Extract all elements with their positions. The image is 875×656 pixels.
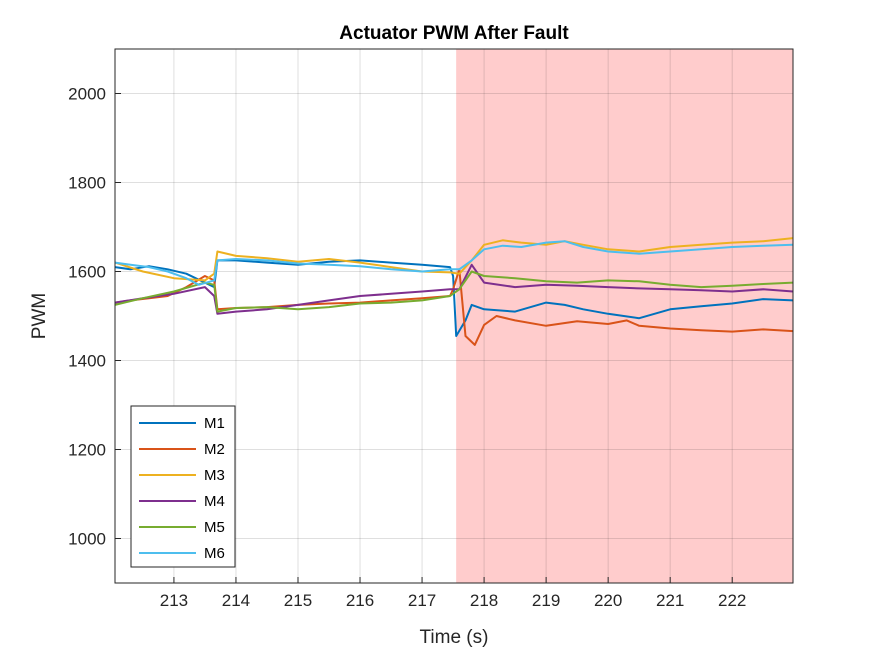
series-line-m3 — [114, 237, 794, 282]
y-tick-label: 1600 — [68, 263, 106, 282]
x-tick-label: 213 — [160, 591, 188, 610]
legend-label-m5: M5 — [204, 519, 225, 536]
x-tick-label: 221 — [656, 591, 684, 610]
legend-label-m2: M2 — [204, 441, 225, 458]
legend: M1 M2 M3 M4 M5 M6 — [130, 405, 236, 568]
y-tick-label: 2000 — [68, 85, 106, 104]
x-tick-label: 214 — [222, 591, 250, 610]
y-tick-label: 1400 — [68, 352, 106, 371]
x-tick-label: 222 — [718, 591, 746, 610]
grid — [115, 49, 793, 583]
legend-box — [130, 405, 236, 568]
legend-label-m6: M6 — [204, 545, 225, 562]
x-axis-label: Time (s) — [420, 627, 489, 648]
y-tick-label: 1800 — [68, 174, 106, 193]
legend-label-m1: M1 — [204, 415, 225, 432]
y-tick-label: 1200 — [68, 441, 106, 460]
legend-label-m3: M3 — [204, 467, 225, 484]
x-tick-label: 216 — [346, 591, 374, 610]
y-axis-label: PWM — [29, 293, 50, 339]
chart-title: Actuator PWM After Fault — [339, 23, 569, 44]
legend-label-m4: M4 — [204, 493, 225, 510]
x-tick-label: 220 — [594, 591, 622, 610]
x-tick-label: 217 — [408, 591, 436, 610]
y-tick-label: 1000 — [68, 530, 106, 549]
series-line-m5 — [114, 270, 794, 313]
x-tick-label: 215 — [284, 591, 312, 610]
series-lines — [114, 237, 794, 346]
y-axis: 1000 1200 1400 1600 1800 2000 — [68, 85, 121, 549]
x-tick-label: 218 — [470, 591, 498, 610]
series-line-m6 — [114, 240, 794, 286]
plot-frame — [114, 48, 794, 584]
x-axis: 213 214 215 216 217 218 219 220 221 222 — [160, 577, 746, 610]
x-tick-label: 219 — [532, 591, 560, 610]
